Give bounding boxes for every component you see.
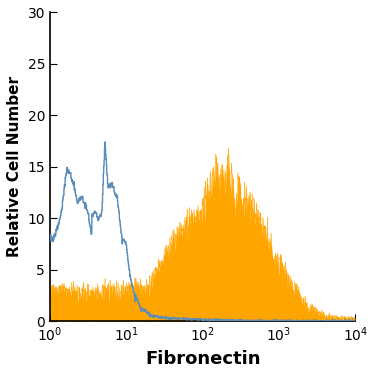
Y-axis label: Relative Cell Number: Relative Cell Number xyxy=(7,76,22,257)
X-axis label: Fibronectin: Fibronectin xyxy=(145,350,260,368)
